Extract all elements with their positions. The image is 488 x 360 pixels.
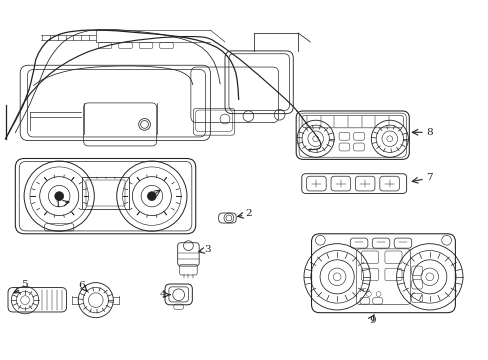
Text: 2: 2 <box>244 209 251 218</box>
Bar <box>86 180 125 206</box>
Text: 5: 5 <box>21 280 27 289</box>
Text: 8: 8 <box>426 128 432 137</box>
Text: 7: 7 <box>426 173 432 182</box>
Bar <box>82 177 129 209</box>
Text: 3: 3 <box>204 245 211 254</box>
Text: 6: 6 <box>78 280 84 289</box>
Text: 9: 9 <box>368 316 375 325</box>
Circle shape <box>55 192 63 201</box>
Text: 1: 1 <box>55 199 61 208</box>
Circle shape <box>147 192 156 201</box>
Text: 4: 4 <box>159 290 165 299</box>
Text: ACo: ACo <box>359 288 370 293</box>
